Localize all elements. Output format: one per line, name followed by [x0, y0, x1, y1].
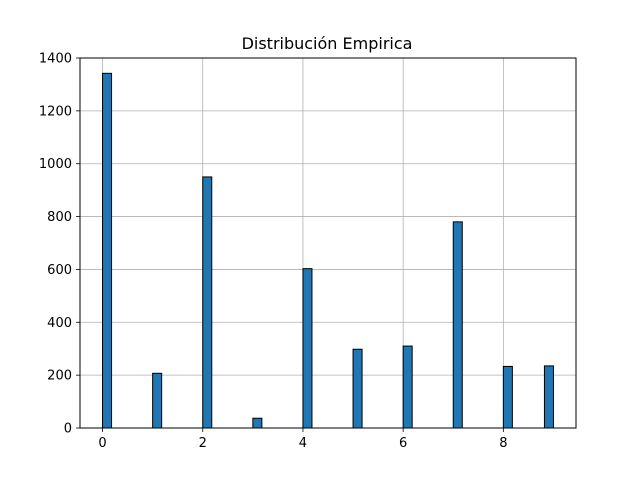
y-tick-label: 600: [47, 263, 72, 278]
y-tick-label: 0: [64, 422, 72, 437]
histogram-bar: [252, 417, 263, 429]
x-axis-ticks: 0 2 4 6 8: [98, 428, 507, 451]
y-tick-label: 400: [47, 316, 72, 331]
chart-title: Distribución Empirica: [242, 34, 413, 53]
histogram-bar: [102, 72, 113, 429]
y-tick-label: 1000: [39, 157, 72, 172]
plot-frame: [79, 57, 577, 429]
histogram-bar: [352, 348, 363, 429]
histogram-bar: [402, 345, 413, 429]
y-tick-label: 800: [47, 210, 72, 225]
histogram-bar: [452, 221, 463, 429]
y-tick-label: 1200: [39, 104, 72, 119]
y-tick-label: 200: [47, 369, 72, 384]
histogram-bar: [202, 176, 213, 429]
x-tick-label: 0: [98, 436, 106, 451]
y-axis-ticks: 0 200 400 600 800 1000 1200 1400: [39, 52, 80, 437]
x-tick-label: 6: [399, 436, 407, 451]
histogram-bar: [152, 372, 163, 429]
x-tick-label: 8: [499, 436, 507, 451]
y-tick-label: 1400: [39, 52, 72, 67]
histogram-bar: [543, 365, 554, 429]
x-tick-label: 2: [199, 436, 207, 451]
histogram-bar: [502, 365, 513, 429]
x-tick-label: 4: [299, 436, 307, 451]
histogram-bar: [302, 268, 313, 429]
